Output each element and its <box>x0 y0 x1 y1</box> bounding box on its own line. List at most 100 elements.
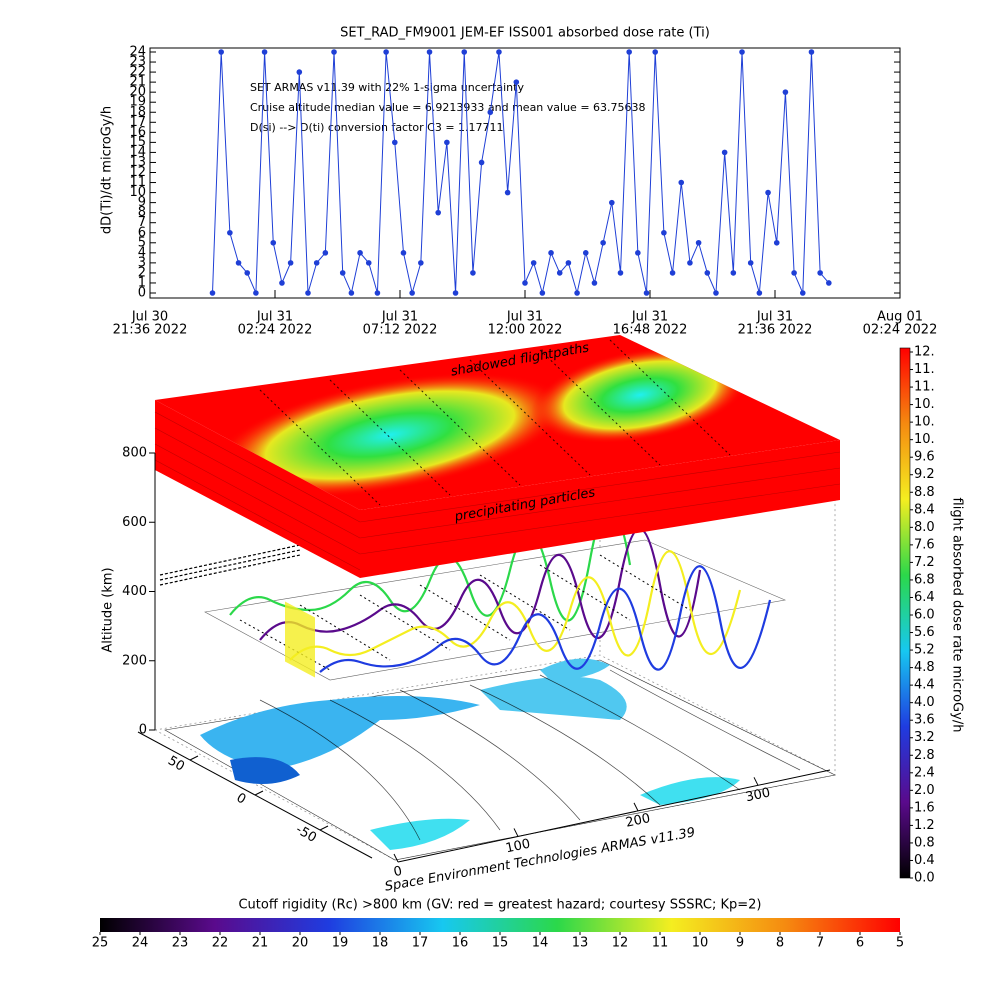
colorbar-tick-label: 4.4 <box>914 678 935 693</box>
data-point <box>296 69 303 75</box>
z-tick-label: 200 <box>122 653 147 668</box>
y-tick-label: 2 <box>138 265 146 280</box>
colorbar-tick-label: 16 <box>452 936 469 951</box>
colorbar-tick-label: 4.0 <box>914 695 935 710</box>
data-point <box>678 179 685 186</box>
y-tick-label: 15 <box>129 135 146 150</box>
data-point <box>235 260 242 266</box>
data-point <box>444 139 450 146</box>
y-tick-label: 21 <box>129 75 146 90</box>
data-point <box>548 250 554 256</box>
y-tick-label: 12 <box>129 165 146 180</box>
data-point <box>799 290 806 296</box>
lat-tick <box>319 825 329 831</box>
colorbar-tick-label: 8.8 <box>914 485 935 500</box>
data-point <box>721 149 728 156</box>
data-point <box>556 270 563 276</box>
data-point <box>218 49 224 55</box>
y-tick-label: 18 <box>129 105 146 120</box>
data-point <box>357 250 363 256</box>
y-tick-label: 9 <box>138 195 146 210</box>
data-point <box>287 260 294 266</box>
scene-3d <box>154 335 841 861</box>
colorbar-tick-label: 6.0 <box>914 608 935 623</box>
chart-title: SET_RAD_FM9001 JEM-EF ISS001 absorbed do… <box>340 26 710 41</box>
x-tick-label: Jul 30 <box>131 310 168 325</box>
y-tick-label: 17 <box>129 115 146 130</box>
data-point <box>504 189 511 196</box>
colorbar-tick-label: 10 <box>692 936 709 951</box>
lat-tick <box>254 790 264 796</box>
series <box>209 49 832 296</box>
data-point <box>773 239 780 246</box>
data-point <box>331 49 337 55</box>
data-point <box>513 79 520 85</box>
colorbar-tick-label: 0.8 <box>914 835 935 850</box>
colorbar-tick-label: 14 <box>532 936 549 951</box>
data-point <box>808 49 815 55</box>
y-tick-label: 8 <box>138 205 146 220</box>
x-tick-label: 02:24 2022 <box>238 323 313 338</box>
data-point <box>461 49 468 55</box>
y-tick-label: 23 <box>129 55 146 70</box>
data-point <box>374 290 381 296</box>
annotation: D(si) --> D(ti) conversion factor C3 = 1… <box>250 121 504 134</box>
x-tick-label: 07:12 2022 <box>363 323 438 338</box>
lon-tick <box>513 828 519 837</box>
colorbar-tick-label: 8.0 <box>914 520 935 535</box>
x-tick-label: 21:36 2022 <box>113 323 188 338</box>
colorbar-tick-label: 2.4 <box>914 765 935 780</box>
colorbar-tick-label: 5.6 <box>914 625 935 640</box>
y-tick-label: 7 <box>138 215 146 230</box>
data-point <box>305 290 311 296</box>
data-point <box>470 270 476 276</box>
lat-tick-label: 0 <box>234 790 249 807</box>
z-tick-label: 400 <box>122 584 147 599</box>
colorbar-tick-label: 2.8 <box>914 748 935 763</box>
lon-tick <box>393 853 399 863</box>
x-tick-label: 21:36 2022 <box>738 323 813 338</box>
data-point <box>626 49 632 55</box>
colorbar-tick-label: 13 <box>572 936 589 951</box>
colorbar-tick-label: 7.6 <box>914 537 935 552</box>
colorbar-tick-label: 8.4 <box>914 502 935 517</box>
y-tick-label: 14 <box>129 145 146 160</box>
colorbar-tick-label: 9.2 <box>914 467 935 482</box>
x-tick-label: Jul 31 <box>256 310 293 325</box>
lon-tick-label: 0 <box>392 864 403 880</box>
data-point <box>322 250 329 256</box>
colorbar-tick-label: 5.2 <box>914 643 935 658</box>
data-point <box>713 290 719 296</box>
data-point <box>695 239 702 246</box>
colorbar <box>899 347 911 879</box>
colorbar-tick-label: 24 <box>132 936 149 951</box>
lon-tick-label: 200 <box>624 811 651 831</box>
lon-tick-label: 100 <box>504 837 531 857</box>
colorbar-tick-label: 6.8 <box>914 572 935 587</box>
y-tick-label: 16 <box>129 125 146 140</box>
data-point <box>826 280 832 286</box>
colorbar-tick-label: 0.0 <box>914 871 935 886</box>
colorbar-tick-label: 18 <box>372 936 389 951</box>
shadow-paths <box>159 544 301 586</box>
z-axis-label: Altitude (km) <box>101 567 116 652</box>
data-point <box>565 260 572 266</box>
data-point <box>600 239 606 246</box>
data-point <box>704 270 711 276</box>
colorbar-tick-label: 17 <box>412 936 429 951</box>
data-point <box>817 270 823 276</box>
data-point <box>747 260 754 266</box>
x-tick-label: 16:48 2022 <box>613 323 688 338</box>
data-line <box>212 51 830 295</box>
data-point <box>591 280 598 286</box>
z-tick-label: 800 <box>122 446 147 461</box>
colorbar-tick-label: 11. <box>914 380 935 395</box>
colorbar-tick-label: 12 <box>612 936 629 951</box>
data-point <box>530 260 537 266</box>
data-point <box>279 280 285 286</box>
lat-tick-label: -50 <box>293 822 319 846</box>
y-tick-label: 19 <box>129 95 146 110</box>
colorbar-tick-label: 11. <box>914 362 935 377</box>
x-tick-label: Jul 31 <box>756 310 793 325</box>
colorbar-tick-label: 25 <box>92 936 109 951</box>
